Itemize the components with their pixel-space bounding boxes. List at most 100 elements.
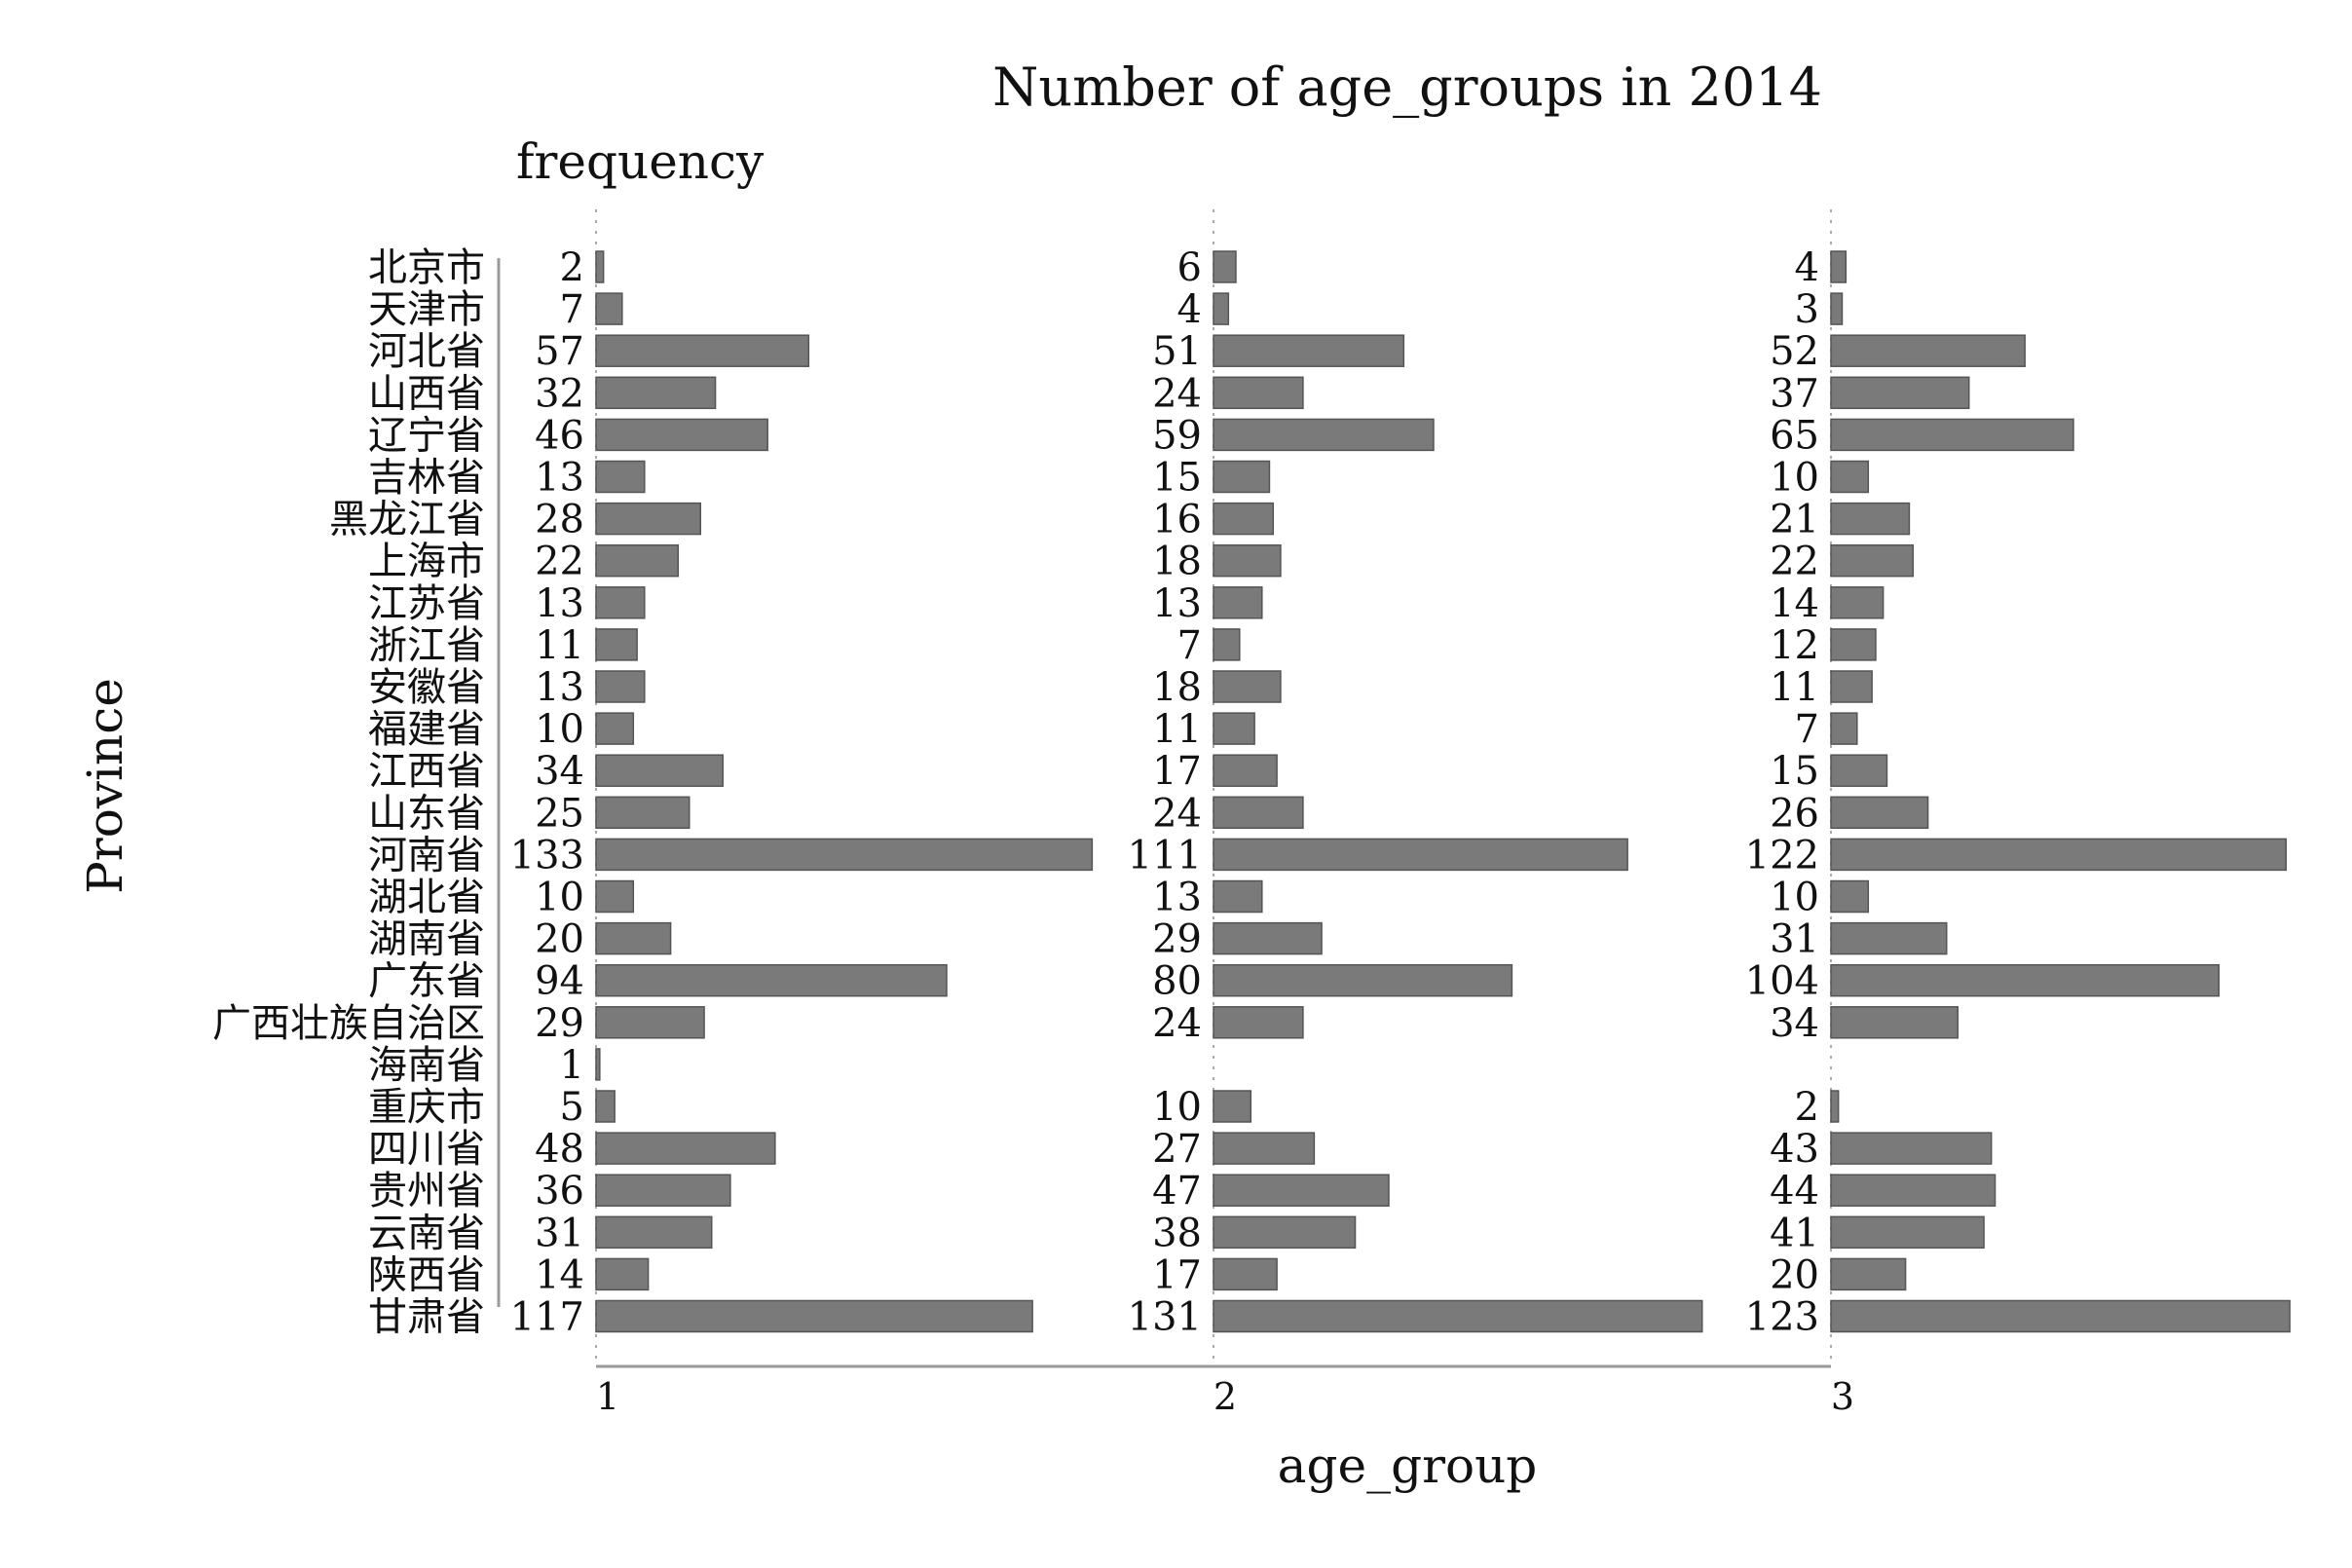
bar-value-label: 27 xyxy=(1152,1127,1202,1172)
bar xyxy=(1213,334,1405,367)
bar xyxy=(1213,796,1304,830)
category-label: 辽宁省 xyxy=(368,413,485,458)
bar-value-label: 46 xyxy=(535,413,584,458)
bar xyxy=(595,292,623,325)
bar-value-label: 10 xyxy=(1152,1085,1202,1130)
bar xyxy=(1213,1006,1304,1039)
bar xyxy=(1213,628,1241,661)
category-label: 河南省 xyxy=(368,833,485,877)
bar-value-label: 15 xyxy=(1770,749,1819,794)
facets: 1275732461328221311131034251331020942915… xyxy=(510,209,2291,1418)
bar xyxy=(595,1257,650,1291)
bar-value-label: 41 xyxy=(1770,1211,1819,1255)
category-label: 河北省 xyxy=(368,329,485,374)
bar-value-label: 57 xyxy=(535,329,584,374)
facet-panel: 3435237651021221412117152612210311043424… xyxy=(1745,209,2291,1418)
bar-value-label: 13 xyxy=(535,456,584,501)
bar-value-label: 16 xyxy=(1152,498,1202,542)
bar-value-label: 26 xyxy=(1770,791,1819,836)
category-label: 山西省 xyxy=(368,371,485,416)
bar-value-label: 94 xyxy=(535,959,584,1004)
bar-value-label: 20 xyxy=(535,917,584,962)
bar xyxy=(1830,1215,1985,1250)
bar-value-label: 11 xyxy=(535,623,584,668)
bar-value-label: 31 xyxy=(535,1211,584,1255)
bar-value-label: 65 xyxy=(1770,413,1819,458)
bar xyxy=(595,1215,713,1250)
bar-value-label: 14 xyxy=(1770,581,1819,626)
bar-value-label: 11 xyxy=(1152,707,1202,752)
bar xyxy=(1830,502,1911,536)
bar-value-label: 111 xyxy=(1128,833,1202,877)
category-label: 四川省 xyxy=(368,1127,485,1172)
bar xyxy=(595,502,701,536)
facet-panel: 1275732461328221311131034251331020942915… xyxy=(510,209,1094,1418)
category-label: 重庆市 xyxy=(368,1085,485,1130)
bar-value-label: 20 xyxy=(1770,1252,1819,1297)
bar-value-label: 14 xyxy=(535,1252,584,1297)
category-label: 吉林省 xyxy=(368,456,485,501)
bar xyxy=(1830,628,1877,661)
bar-value-label: 80 xyxy=(1152,959,1202,1004)
bar-value-label: 21 xyxy=(1770,498,1819,542)
bar-value-label: 2 xyxy=(560,245,584,290)
category-label: 广西壮族自治区 xyxy=(212,1001,485,1046)
value-axis-label: frequency xyxy=(516,133,765,190)
bar-value-label: 131 xyxy=(1128,1295,1202,1340)
bar xyxy=(1830,1299,2291,1333)
bar xyxy=(1830,376,1970,410)
bar xyxy=(1213,963,1513,997)
bar-value-label: 4 xyxy=(1795,245,1819,290)
bar-value-label: 29 xyxy=(1152,917,1202,962)
bar-value-label: 123 xyxy=(1745,1295,1819,1340)
bar xyxy=(1830,418,2074,452)
bar xyxy=(1213,1090,1252,1123)
bar xyxy=(1830,1006,1959,1039)
bar xyxy=(595,334,810,367)
bar-value-label: 48 xyxy=(535,1127,584,1172)
bar-value-label: 17 xyxy=(1152,749,1202,794)
bar-value-label: 24 xyxy=(1152,371,1202,416)
bar xyxy=(1213,460,1271,494)
bar-value-label: 5 xyxy=(560,1085,584,1130)
bar-value-label: 2 xyxy=(1795,1085,1819,1130)
category-label: 陕西省 xyxy=(368,1252,485,1297)
bar xyxy=(1830,586,1885,619)
bar xyxy=(1830,796,1929,830)
bar-value-label: 52 xyxy=(1770,329,1819,374)
bar xyxy=(1213,754,1278,787)
category-label: 云南省 xyxy=(368,1211,485,1255)
bar xyxy=(595,1006,705,1039)
bar-value-label: 22 xyxy=(535,540,584,584)
bar xyxy=(595,921,672,955)
facet-tick-label: 2 xyxy=(1213,1375,1237,1418)
bar-value-label: 24 xyxy=(1152,1001,1202,1046)
bar-value-label: 13 xyxy=(1152,876,1202,920)
bar xyxy=(595,963,948,997)
bar-value-label: 29 xyxy=(535,1001,584,1046)
bar xyxy=(1830,460,1870,494)
category-label: 广东省 xyxy=(368,959,485,1004)
bar-value-label: 6 xyxy=(1177,245,1202,290)
bar-value-label: 1 xyxy=(560,1043,584,1088)
bar-value-label: 34 xyxy=(535,749,584,794)
bar-value-label: 13 xyxy=(535,581,584,626)
bar xyxy=(1213,292,1230,325)
bar-value-label: 28 xyxy=(535,498,584,542)
bar xyxy=(595,1132,776,1165)
bar-value-label: 38 xyxy=(1152,1211,1202,1255)
category-label: 江西省 xyxy=(368,749,485,794)
bar xyxy=(595,376,717,410)
bar-value-label: 32 xyxy=(535,371,584,416)
bar-value-label: 47 xyxy=(1152,1169,1202,1213)
bar xyxy=(1830,1090,1840,1123)
category-label: 天津市 xyxy=(368,287,485,332)
bar xyxy=(1213,838,1628,872)
bar xyxy=(1830,670,1873,703)
bar xyxy=(1830,1132,1993,1165)
bar xyxy=(1213,586,1263,619)
category-label: 黑龙江省 xyxy=(329,498,485,542)
bar-value-label: 37 xyxy=(1770,371,1819,416)
bar xyxy=(1830,1257,1907,1291)
bar-value-label: 36 xyxy=(535,1169,584,1213)
